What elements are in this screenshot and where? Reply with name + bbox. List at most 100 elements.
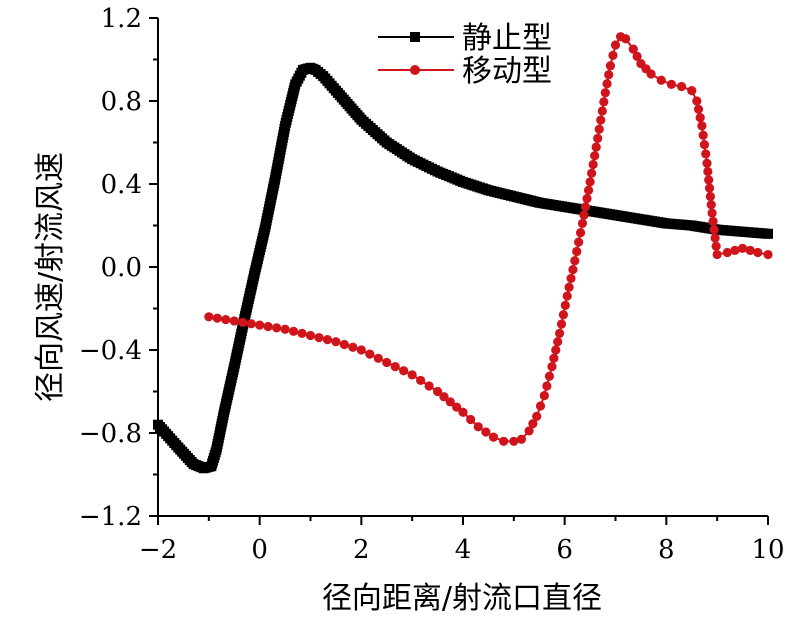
- x-tick-label: 10: [751, 535, 784, 565]
- data-point: [704, 183, 715, 193]
- data-point: [488, 432, 499, 442]
- data-point: [553, 337, 563, 347]
- data-point: [687, 86, 697, 96]
- data-point: [562, 291, 572, 301]
- data-point: [605, 61, 616, 71]
- data-point: [556, 319, 567, 329]
- data-point: [544, 371, 555, 381]
- data-point: [445, 397, 455, 407]
- data-point: [314, 332, 324, 343]
- data-point: [399, 366, 409, 376]
- data-point: [356, 345, 366, 355]
- y-tick-label: 0.4: [101, 170, 142, 200]
- data-point: [272, 323, 282, 333]
- data-point: [365, 349, 375, 359]
- data-point: [695, 113, 705, 123]
- data-point: [709, 225, 719, 235]
- data-point: [439, 392, 449, 402]
- data-point: [558, 310, 568, 320]
- data-point: [737, 243, 748, 253]
- data-point: [593, 133, 603, 143]
- legend-marker: [410, 65, 420, 75]
- data-point: [600, 88, 610, 98]
- data-point: [745, 245, 755, 255]
- data-point: [539, 391, 549, 401]
- series-layer: [153, 32, 773, 474]
- data-point: [711, 241, 721, 251]
- x-tick-label: 2: [353, 535, 370, 565]
- data-point: [693, 104, 704, 114]
- data-point: [698, 130, 708, 140]
- data-point: [704, 175, 714, 185]
- series-2: [204, 32, 773, 446]
- series-1: [153, 62, 773, 474]
- data-point: [466, 414, 476, 425]
- x-tick-label: 4: [455, 535, 472, 565]
- data-point: [579, 210, 589, 220]
- data-point: [549, 353, 559, 363]
- data-point: [575, 228, 586, 238]
- data-point: [604, 70, 614, 80]
- data-point: [583, 185, 594, 195]
- data-point: [599, 97, 609, 107]
- data-point: [297, 328, 307, 338]
- data-point: [305, 330, 316, 341]
- data-point: [588, 159, 598, 170]
- y-tick-label: −1.2: [79, 502, 142, 532]
- data-point: [528, 419, 538, 429]
- y-tick-label: 1.2: [101, 4, 142, 34]
- data-point: [322, 335, 333, 345]
- data-point: [424, 381, 434, 391]
- data-point: [580, 202, 591, 212]
- data-point: [621, 34, 631, 44]
- x-tick-label: −2: [139, 535, 177, 565]
- data-point: [499, 436, 509, 446]
- y-tick-label: 0.8: [101, 87, 142, 117]
- data-point: [722, 247, 732, 258]
- data-point: [554, 328, 565, 338]
- data-point: [708, 216, 718, 226]
- data-point: [416, 375, 426, 386]
- x-tick-label: 6: [556, 535, 573, 565]
- data-point: [608, 50, 618, 60]
- data-point: [547, 362, 557, 372]
- data-point: [577, 218, 588, 229]
- data-point: [702, 158, 712, 168]
- data-point: [532, 411, 542, 421]
- legend-label: 静止型: [462, 21, 552, 56]
- data-point: [712, 249, 722, 260]
- data-point: [246, 319, 256, 329]
- data-point: [339, 339, 349, 350]
- data-point: [697, 121, 707, 131]
- data-point: [597, 106, 607, 116]
- data-point: [590, 151, 600, 161]
- data-point: [331, 337, 341, 347]
- data-point: [407, 370, 417, 380]
- data-point: [570, 256, 580, 266]
- data-point: [591, 142, 601, 152]
- data-point: [348, 342, 358, 352]
- data-point: [212, 313, 222, 323]
- data-point: [221, 314, 231, 325]
- data-point: [705, 191, 715, 202]
- data-point: [710, 233, 720, 243]
- data-point: [656, 75, 666, 85]
- legend-item: 静止型: [378, 21, 552, 56]
- data-point: [288, 326, 299, 336]
- data-point: [602, 79, 612, 89]
- data-point: [551, 345, 561, 355]
- data-point: [204, 312, 214, 322]
- data-point: [632, 51, 642, 61]
- legend-label: 移动型: [462, 54, 552, 89]
- data-point: [390, 362, 400, 372]
- y-axis-title: 径向风速/射流风速: [33, 152, 68, 402]
- data-point: [574, 237, 584, 247]
- data-point: [692, 96, 702, 106]
- data-point: [524, 426, 534, 436]
- data-point: [542, 381, 552, 391]
- data-point: [373, 353, 383, 363]
- x-axis-title: 径向距离/射流口直径: [322, 581, 602, 616]
- data-point: [382, 357, 392, 368]
